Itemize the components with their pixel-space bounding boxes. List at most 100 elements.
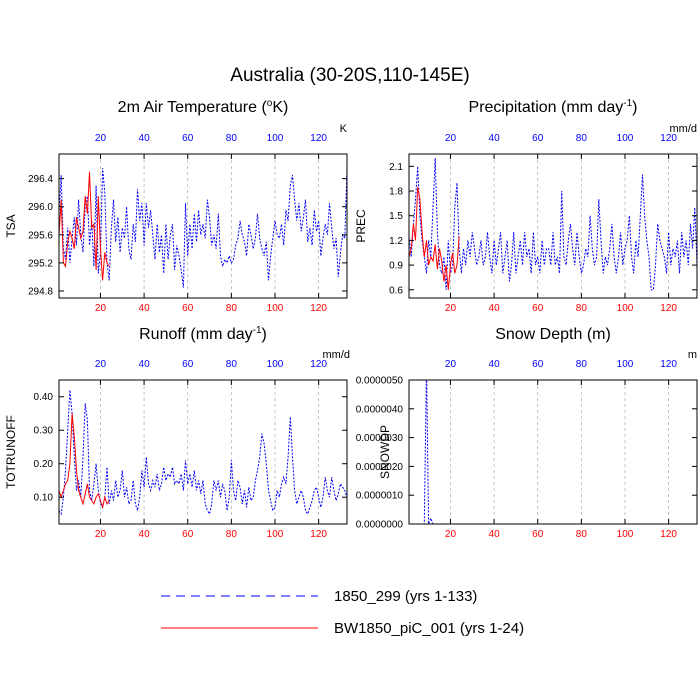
y-tick-label: 0.30 (34, 426, 54, 437)
x-tick-label-bottom: 80 (226, 303, 238, 314)
x-tick-label-bottom: 20 (445, 303, 457, 314)
y-axis-label: SNOWDP (378, 425, 392, 479)
x-tick-label-bottom: 40 (489, 303, 501, 314)
x-tick-label-bottom: 40 (139, 303, 151, 314)
x-tick-label-top: 60 (532, 359, 544, 370)
y-tick-label: 0.0000030 (356, 433, 404, 444)
x-tick-label-bottom: 80 (576, 529, 588, 540)
y-tick-label: 0.0000000 (356, 520, 404, 531)
x-tick-label-top: 60 (532, 133, 544, 144)
x-tick-label-bottom: 120 (660, 303, 677, 314)
x-tick-label-bottom: 60 (532, 529, 544, 540)
legend: 1850_299 (yrs 1-133) BW1850_piC_001 (yrs… (161, 588, 524, 637)
x-tick-label-bottom: 40 (489, 529, 501, 540)
x-tick-label-top: 20 (95, 133, 107, 144)
x-tick-label-top: 120 (660, 133, 677, 144)
plot-frame (58, 153, 348, 299)
y-axis-label: TOTRUNOFF (4, 415, 18, 489)
x-tick-label-bottom: 100 (617, 529, 634, 540)
x-tick-label-bottom: 60 (182, 303, 194, 314)
y-tick-label: 294.8 (28, 286, 53, 297)
plot-frame (408, 153, 698, 299)
x-tick-label-top: 100 (267, 359, 284, 370)
y-tick-label: 296.0 (28, 202, 53, 213)
series-line-test (59, 171, 110, 281)
x-tick-label-top: 100 (617, 359, 634, 370)
x-tick-label-bottom: 120 (660, 529, 677, 540)
units-label-runoff: mm/d (323, 349, 351, 361)
y-tick-label: 1.5 (389, 211, 403, 222)
x-tick-label-bottom: 20 (95, 529, 107, 540)
x-tick-label-bottom: 120 (310, 529, 327, 540)
legend-label-test: BW1850_piC_001 (yrs 1-24) (334, 620, 524, 637)
x-tick-label-bottom: 40 (139, 529, 151, 540)
x-tick-label-bottom: 60 (182, 529, 194, 540)
series-line-test (59, 413, 110, 510)
y-tick-label: 0.20 (34, 459, 54, 470)
x-tick-label-top: 120 (310, 133, 327, 144)
y-tick-label: 0.0000010 (356, 491, 404, 502)
x-tick-label-top: 20 (95, 359, 107, 370)
x-tick-label-top: 40 (139, 359, 151, 370)
series-line-test (409, 186, 460, 290)
x-tick-label-bottom: 60 (532, 303, 544, 314)
x-tick-label-bottom: 100 (617, 303, 634, 314)
series-line-ctrl (409, 158, 697, 291)
y-tick-label: 0.40 (34, 392, 54, 403)
x-tick-label-bottom: 100 (267, 303, 284, 314)
y-tick-label: 1.8 (389, 187, 403, 198)
x-tick-label-bottom: 80 (576, 303, 588, 314)
y-tick-label: 0.0000050 (356, 376, 404, 387)
panel-title-snowdepth: Snow Depth (m) (495, 326, 611, 343)
x-tick-label-bottom: 100 (267, 529, 284, 540)
x-tick-label-top: 40 (139, 133, 151, 144)
y-tick-label: 0.9 (389, 261, 403, 272)
panel-title-tsa: 2m Air Temperature (oK) (118, 98, 289, 116)
x-tick-label-top: 100 (617, 133, 634, 144)
y-tick-label: 295.6 (28, 230, 53, 241)
panel-title-prec: Precipitation (mm day-1) (469, 98, 638, 116)
x-tick-label-top: 80 (226, 133, 238, 144)
series-line-ctrl (409, 380, 697, 524)
panel-title-runoff: Runoff (mm day-1) (139, 325, 267, 343)
x-tick-label-bottom: 20 (95, 303, 107, 314)
panel-prec: 20 40 60 80 100 120 20 40 60 80 100 120 0.6 0.9 1.2 1.5… (354, 133, 698, 314)
x-tick-label-bottom: 20 (445, 529, 457, 540)
x-tick-label-bottom: 80 (226, 529, 238, 540)
y-tick-label: 2.1 (389, 162, 403, 173)
y-tick-label: 295.2 (28, 258, 53, 269)
y-tick-label: 0.6 (389, 285, 403, 296)
series-line-ctrl (59, 389, 347, 516)
y-tick-label: 0.0000020 (356, 462, 404, 473)
x-tick-label-top: 40 (489, 359, 501, 370)
units-label-tsa: K (340, 123, 348, 135)
units-label-snowdepth: m (688, 349, 697, 361)
x-tick-label-top: 100 (267, 133, 284, 144)
x-tick-label-bottom: 120 (310, 303, 327, 314)
x-tick-label-top: 120 (660, 359, 677, 370)
x-tick-label-top: 80 (226, 359, 238, 370)
x-tick-label-top: 40 (489, 133, 501, 144)
y-axis-label: PREC (354, 209, 368, 243)
plot-frame (58, 379, 348, 525)
legend-label-ctrl: 1850_299 (yrs 1-133) (334, 588, 477, 605)
units-label-prec: mm/d (670, 123, 698, 135)
y-axis-label: TSA (4, 214, 18, 237)
y-tick-label: 1.2 (389, 236, 403, 247)
x-tick-label-top: 20 (445, 133, 457, 144)
x-tick-label-top: 60 (182, 359, 194, 370)
y-tick-label: 0.10 (34, 493, 54, 504)
y-tick-label: 0.0000040 (356, 404, 404, 415)
plot-frame (408, 379, 698, 525)
x-tick-label-top: 120 (310, 359, 327, 370)
panel-snowdepth: 20 40 60 80 100 120 20 40 60 80 100 120 0.0000000 0.0… (356, 359, 698, 540)
x-tick-label-top: 20 (445, 359, 457, 370)
y-tick-label: 296.4 (28, 174, 53, 185)
panel-runoff: 20 40 60 80 100 120 20 40 60 80 100 120 0.10 0.20 0.30… (4, 359, 348, 540)
figure-title: Australia (30-20S,110-145E) (230, 65, 469, 86)
x-tick-label-top: 80 (576, 133, 588, 144)
panel-tsa: 20 40 60 80 100 120 20 40 60 80 100 120 294.8 295.2 29… (4, 133, 348, 314)
x-tick-label-top: 60 (182, 133, 194, 144)
x-tick-label-top: 80 (576, 359, 588, 370)
